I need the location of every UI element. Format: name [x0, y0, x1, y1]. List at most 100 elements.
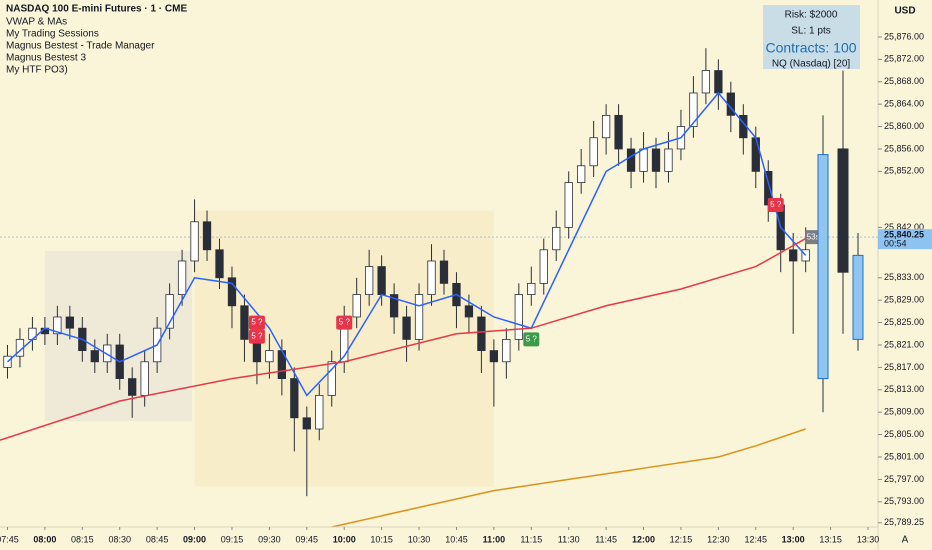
y-tick-label: 25,864.00: [884, 99, 924, 109]
chart-title: NASDAQ 100 E-mini Futures · 1 · CME: [6, 4, 187, 15]
x-tick-label: 09:15: [221, 534, 244, 544]
last-price-tag: [878, 229, 932, 250]
candle-body: [427, 260, 436, 295]
countdown-label: 00:54: [884, 239, 907, 249]
candle-body: [265, 350, 274, 363]
indicator-label[interactable]: Magnus Bestest - Trade Manager: [6, 41, 155, 52]
candle-body: [614, 114, 623, 150]
y-tick-label: 25,829.00: [884, 295, 924, 305]
symbol-text: NQ (Nasdaq) [20]: [772, 59, 851, 70]
indicator-line: [0, 237, 807, 441]
candle-body: [664, 148, 673, 172]
candle-body: [502, 338, 511, 363]
candle-body: [389, 294, 399, 318]
candle-body: [215, 249, 224, 279]
candle-body: [689, 92, 698, 127]
y-tick-label: 25,852.00: [884, 166, 924, 176]
candle-body: [240, 305, 249, 340]
candle-body: [103, 344, 112, 363]
candle-body: [290, 378, 299, 419]
candle-body: [140, 361, 149, 396]
risk-panel: [763, 5, 860, 69]
candle-body: [514, 294, 523, 340]
x-tick-label: 13:30: [857, 534, 880, 544]
x-tick-label: 12:45: [745, 534, 768, 544]
candle-body: [589, 137, 598, 167]
indicator-label[interactable]: My Trading Sessions: [6, 29, 99, 40]
y-tick-label: 25,801.00: [884, 451, 924, 461]
candle-body: [639, 148, 648, 172]
x-tick-label: 12:30: [707, 534, 730, 544]
candle-body: [227, 277, 237, 307]
candle-body: [53, 316, 62, 335]
signal-label: 5 ?: [251, 318, 263, 327]
x-tick-label: 08:00: [33, 534, 56, 544]
candle-body: [177, 260, 187, 295]
plot-area: 5 ? 5 ? 5 ? 5 ? 5 ? 53s: [0, 48, 878, 527]
axes: 25,876.00 25,872.00 25,868.00 25,864.00 25,8…: [0, 31, 932, 544]
candle-body: [365, 266, 374, 295]
candle-body: [626, 148, 636, 172]
candle-body: [402, 316, 411, 340]
last-price-label: 25,840.25: [884, 230, 924, 240]
currency-label[interactable]: USD: [894, 6, 915, 17]
contracts-text: Contracts: 100: [765, 40, 856, 56]
y-tick-label: 25,833.00: [884, 272, 924, 282]
candle-body: [527, 282, 536, 295]
x-tick-label: 09:30: [258, 534, 281, 544]
signal-marker: [805, 230, 822, 245]
x-tick-label: 11:45: [595, 534, 617, 544]
y-tick-label: 25,872.00: [884, 54, 924, 64]
x-tick-label: 12:15: [670, 534, 693, 544]
indicator-label[interactable]: My HTF PO3): [6, 65, 68, 76]
y-tick-label: 25,793.00: [884, 496, 924, 506]
signal-label: 5 ?: [770, 200, 782, 209]
signal-marker: [336, 315, 353, 330]
candle-body: [202, 221, 212, 251]
y-tick-label: 25,789.25: [884, 517, 924, 527]
x-tick-label: 12:00: [632, 534, 655, 544]
candle-body: [90, 350, 99, 363]
candle-body: [651, 148, 661, 172]
x-tick-label: 11:30: [558, 534, 580, 544]
y-tick-label: 25,868.00: [884, 76, 924, 86]
signal-marker: [248, 315, 265, 330]
indicator-label[interactable]: VWAP & MAs: [6, 17, 67, 28]
signal-label: 5 ?: [251, 332, 263, 341]
x-tick-label: 10:45: [445, 534, 468, 544]
candle-body: [564, 182, 573, 228]
y-tick-label: 25,817.00: [884, 362, 924, 372]
x-tick-label: 08:30: [108, 534, 131, 544]
candle-body: [439, 260, 449, 284]
htf-body: [852, 254, 864, 340]
y-tick-label: 25,876.00: [884, 31, 924, 41]
sl-text: SL: 1 pts: [791, 26, 830, 37]
candle-body: [714, 70, 723, 94]
x-tick-label: 11:15: [520, 534, 542, 544]
candle-body: [477, 316, 486, 351]
y-tick-label: 25,825.00: [884, 317, 924, 327]
candle-body: [377, 266, 386, 295]
indicator-label[interactable]: Magnus Bestest 3: [6, 53, 86, 64]
y-tick-label: 25,856.00: [884, 143, 924, 153]
candle-body: [464, 305, 474, 318]
y-tick-label: 25,805.00: [884, 429, 924, 439]
candle-body: [352, 294, 361, 318]
x-tick-label: 10:30: [408, 534, 431, 544]
x-tick-label: 10:00: [333, 534, 356, 544]
risk-text: Risk: $2000: [785, 10, 838, 21]
candle-body: [190, 221, 199, 262]
candle-body: [315, 394, 324, 430]
indicator-line: [331, 428, 806, 527]
candle-body: [302, 417, 311, 430]
candle-body: [577, 165, 586, 183]
candle-body: [165, 294, 174, 329]
x-tick-label: 09:45: [296, 534, 319, 544]
candle-body: [3, 355, 12, 368]
scale-mode[interactable]: A: [902, 535, 909, 546]
x-tick-label: 10:15: [370, 534, 393, 544]
signal-marker: [523, 332, 540, 347]
candle-body: [789, 249, 798, 262]
